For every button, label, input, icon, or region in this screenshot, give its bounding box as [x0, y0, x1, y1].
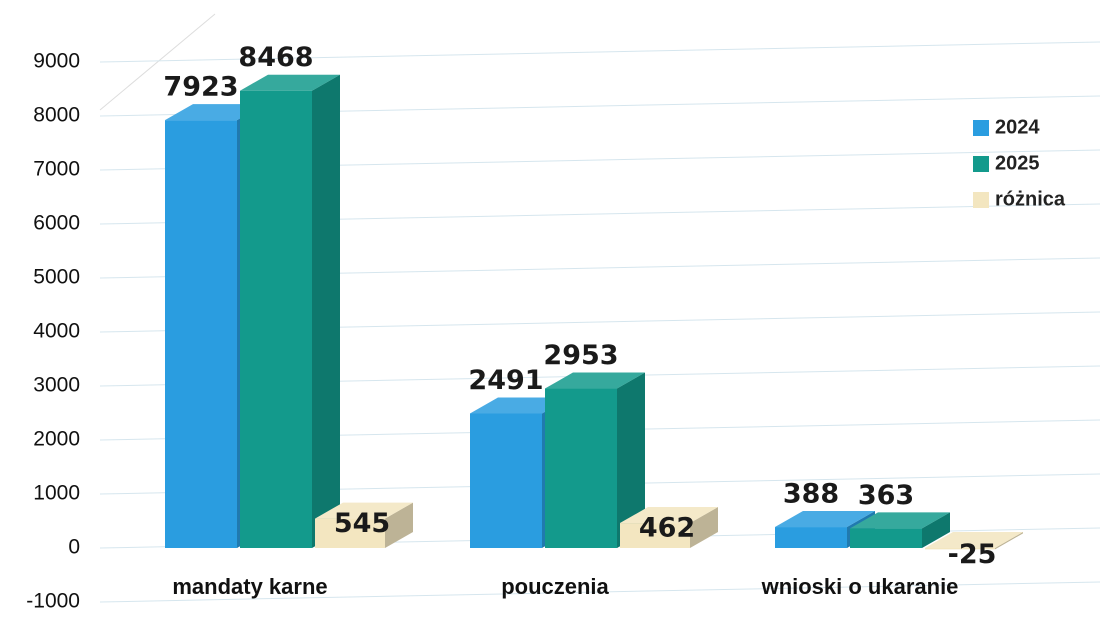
bar-side-shade: [312, 74, 340, 548]
y-tick-label: 2000: [33, 428, 80, 451]
bar: [620, 523, 690, 548]
grid-line: [99, 41, 1101, 63]
bar-top: [240, 74, 340, 91]
legend-label: różnica: [995, 188, 1066, 210]
legend-swatch: [973, 156, 989, 172]
x-tick-label: pouczenia: [501, 574, 609, 599]
value-label: 7923: [163, 72, 238, 103]
y-tick-label: 6000: [33, 212, 80, 235]
y-tick-label: 1000: [33, 482, 80, 505]
bar: [165, 120, 237, 549]
bar-top: [620, 507, 718, 524]
y-tick-label: 3000: [33, 374, 80, 397]
bar-top: [775, 511, 875, 528]
bar: [240, 90, 312, 548]
bar-top-shade: [545, 372, 645, 389]
bar-side: [617, 372, 645, 548]
value-label: 8468: [238, 42, 313, 73]
bar-side: [385, 502, 413, 548]
bar-top-shade: [240, 74, 340, 91]
bar: [850, 528, 922, 548]
bar-side: [690, 507, 718, 548]
bar-side-shade: [922, 512, 950, 548]
y-tick-label: 0: [68, 536, 80, 559]
bar: [775, 527, 847, 548]
bar-side-shade: [690, 507, 718, 548]
legend-label: 2025: [995, 152, 1040, 174]
bar-top-shade: [620, 507, 718, 524]
bar-top: [545, 372, 645, 389]
bar-side-shade: [995, 532, 1023, 550]
value-label: 462: [639, 513, 695, 544]
bar-side-shade: [617, 372, 645, 548]
back-wall-edge: [99, 13, 216, 111]
x-tick-label: mandaty karne: [172, 574, 327, 599]
y-tick-label: 9000: [33, 50, 80, 73]
bar: [925, 548, 995, 550]
y-tick-label: 8000: [33, 104, 80, 127]
value-label: 2491: [468, 365, 543, 396]
legend-swatch: [973, 120, 989, 136]
y-tick-label: 5000: [33, 266, 80, 289]
bar-side-shade: [385, 502, 413, 548]
bar: [470, 413, 542, 548]
bar-top-shade: [775, 511, 875, 528]
value-label: 2953: [543, 340, 618, 371]
value-label: 363: [858, 480, 914, 511]
x-tick-label: wnioski o ukaranie: [761, 574, 959, 599]
bar: [315, 518, 385, 548]
legend-label: 2024: [995, 116, 1040, 138]
bar-side: [922, 512, 950, 548]
value-label: 545: [334, 508, 390, 539]
bar-top-shade: [315, 502, 413, 519]
bar-side: [312, 74, 340, 548]
bar-top-shade: [850, 512, 950, 529]
y-tick-label: 7000: [33, 158, 80, 181]
legend-swatch: [973, 192, 989, 208]
grid-line: [99, 581, 1101, 603]
bar-top: [315, 502, 413, 519]
value-label: -25: [948, 539, 997, 570]
bar: [545, 388, 617, 548]
value-label: 388: [783, 479, 839, 510]
bar-side: [995, 532, 1023, 550]
bar-top: [925, 532, 1023, 548]
bar-top-shade: [925, 532, 1023, 548]
y-tick-label: 4000: [33, 320, 80, 343]
y-tick-label: -1000: [26, 590, 80, 613]
bar-top: [850, 512, 950, 529]
